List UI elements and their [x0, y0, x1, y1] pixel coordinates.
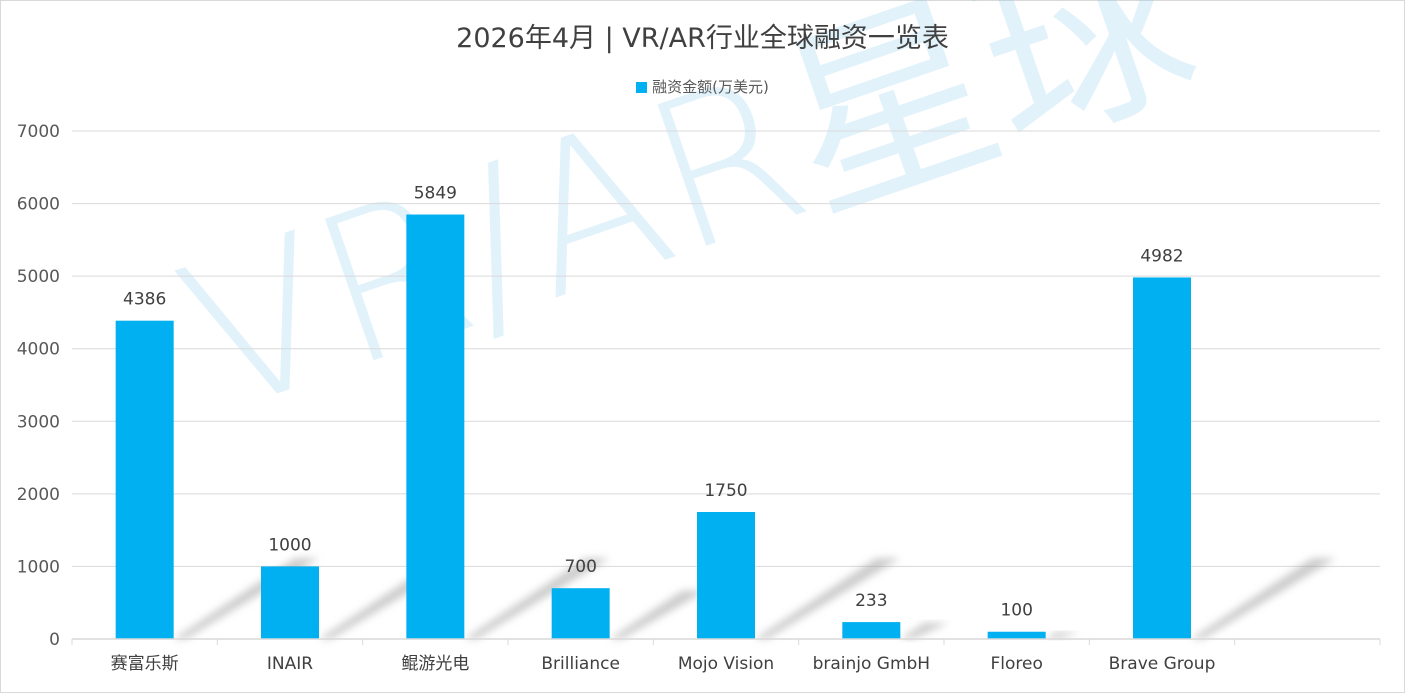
x-category-label: Floreo	[990, 654, 1042, 674]
bar	[842, 622, 901, 639]
chart-title: 2026年4月 | VR/AR行业全球融资一览表	[456, 23, 949, 54]
bar	[551, 588, 610, 639]
x-category-label: 赛富乐斯	[111, 653, 179, 674]
x-category-label: Mojo Vision	[678, 654, 774, 674]
x-category-label: brainjo GmbH	[813, 654, 931, 674]
data-label: 1750	[704, 481, 747, 501]
legend-swatch	[636, 82, 648, 93]
y-tick-label: 5000	[17, 267, 60, 287]
x-category-label: 鲲游光电	[401, 654, 469, 674]
bar	[115, 320, 174, 639]
data-label: 1000	[268, 535, 311, 555]
data-label: 100	[1000, 601, 1032, 621]
bar-shadow	[1045, 632, 1081, 639]
y-tick-label: 4000	[17, 340, 60, 360]
data-label: 700	[564, 557, 596, 577]
x-category-label: Brilliance	[541, 654, 620, 674]
x-category-label: INAIR	[267, 654, 313, 674]
data-label: 5849	[414, 184, 457, 204]
bar-shadow	[609, 590, 707, 639]
bar-shadow	[755, 558, 901, 639]
bar	[987, 631, 1046, 639]
bar	[261, 566, 319, 639]
y-tick-label: 0	[49, 630, 60, 650]
y-tick-label: 6000	[17, 195, 60, 215]
legend-label: 融资金额(万美元)	[652, 78, 769, 96]
bar-shadow	[464, 558, 610, 639]
data-label: 233	[855, 591, 887, 611]
bar-shadow	[1191, 558, 1337, 639]
bar	[697, 512, 755, 639]
bar-shadow	[900, 622, 949, 639]
y-tick-label: 3000	[17, 412, 60, 432]
x-category-label: Brave Group	[1109, 654, 1216, 674]
y-tick-label: 1000	[17, 557, 60, 577]
data-label: 4982	[1140, 246, 1183, 266]
data-label: 4386	[123, 290, 166, 310]
bar	[1133, 277, 1191, 639]
y-tick-label: 2000	[17, 485, 60, 505]
legend: 融资金额(万美元)	[0, 76, 1405, 97]
bar	[406, 214, 465, 639]
y-tick-label: 7000	[17, 122, 60, 142]
